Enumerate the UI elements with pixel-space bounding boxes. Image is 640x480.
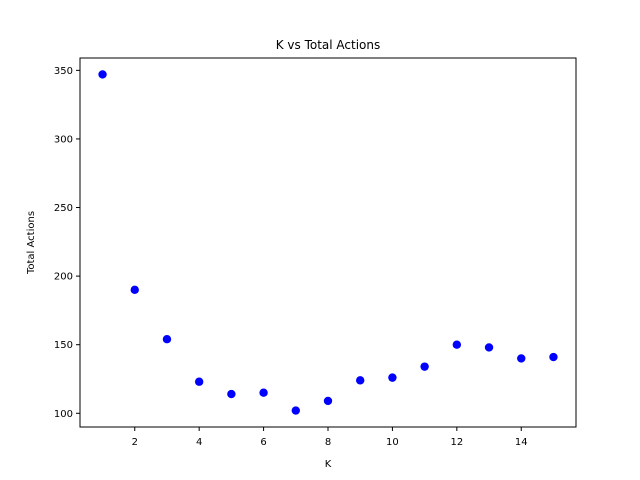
data-point [549,352,558,362]
x-axis-ticks: 2 4 6 8 10 12 14 [132,427,528,448]
x-tick-label: 4 [196,437,202,448]
data-point [388,373,397,382]
y-tick-label: 350 [54,66,73,77]
x-tick-label: 6 [260,437,266,448]
data-point [98,70,107,79]
data-point [259,388,268,397]
y-tick-label: 200 [54,272,73,283]
data-point [452,340,462,349]
y-axis-ticks: 100 150 200 250 300 350 [54,66,80,420]
chart-title: K vs Total Actions [276,38,381,52]
data-points [98,70,558,415]
x-tick-label: 8 [325,437,331,448]
y-tick-label: 150 [54,340,73,351]
data-point [420,362,429,371]
data-point [194,377,204,386]
y-tick-label: 300 [54,134,73,145]
data-point [162,335,172,344]
x-tick-label: 10 [386,437,399,448]
x-tick-label: 12 [450,437,463,448]
x-tick-label: 14 [515,437,528,448]
data-point [291,406,300,415]
plot-frame [79,57,577,428]
data-point [484,343,494,352]
y-tick-label: 250 [54,203,73,214]
data-point [517,354,526,363]
x-tick-label: 2 [132,437,138,448]
data-point [356,376,365,385]
data-point [130,285,139,295]
y-tick-label: 100 [54,409,73,420]
data-point [227,389,236,399]
y-axis-label: Total Actions [26,211,37,275]
data-point [323,396,333,406]
x-axis-label: K [325,459,332,470]
